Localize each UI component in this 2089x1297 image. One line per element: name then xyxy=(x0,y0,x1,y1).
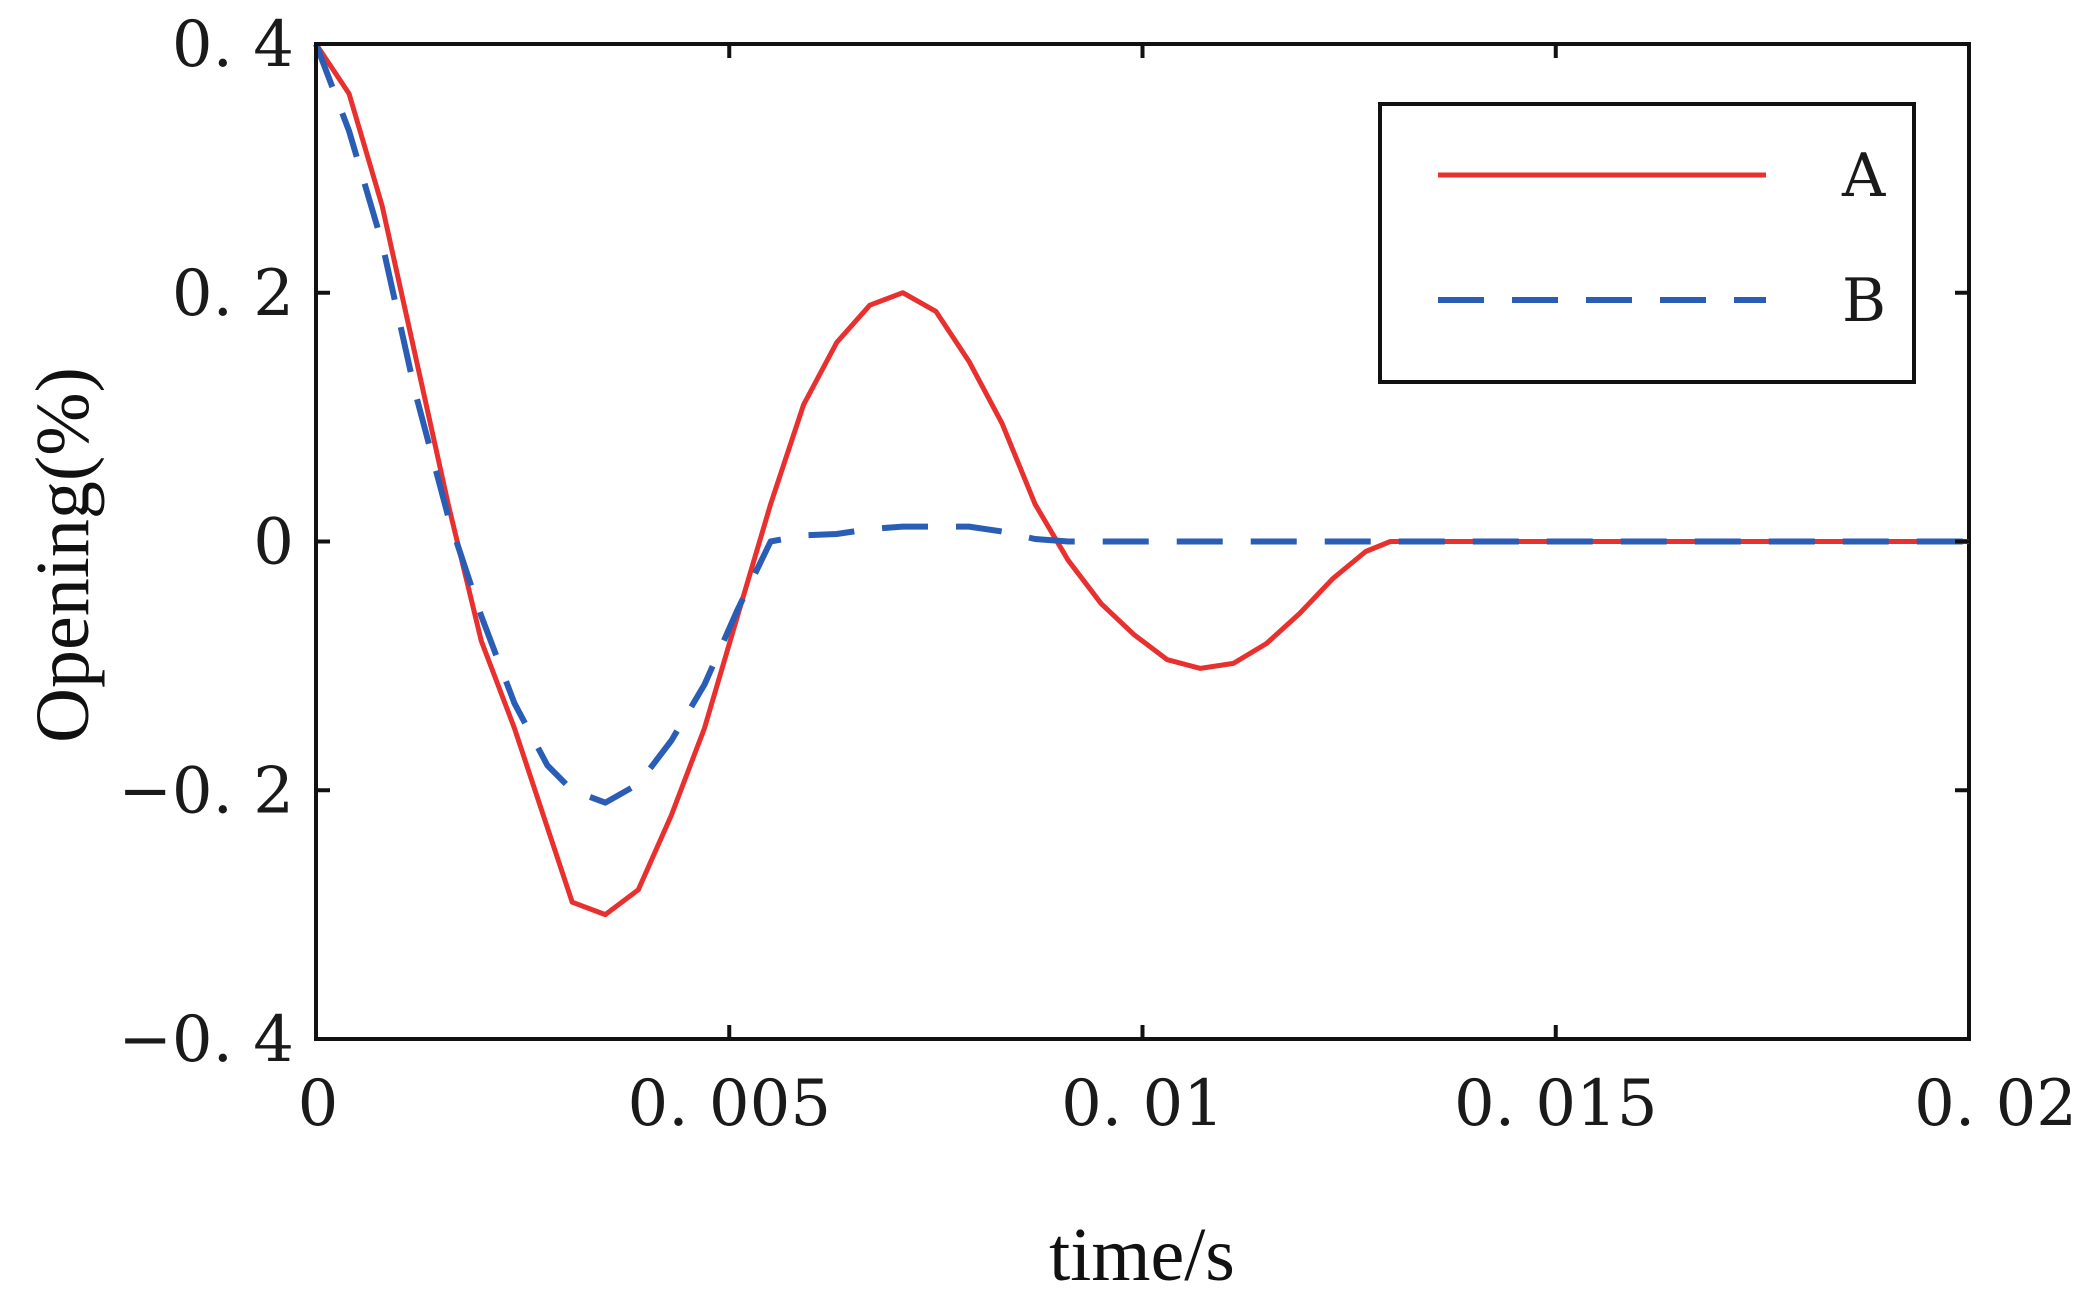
y-tick-label: 0 xyxy=(253,506,294,580)
legend-box xyxy=(1378,102,1916,384)
legend: A B xyxy=(1378,102,1916,384)
y-tick-label: 0. 2 xyxy=(172,257,294,331)
x-tick-label: 0 xyxy=(298,1067,339,1141)
x-tick-label: 0. 01 xyxy=(1061,1067,1224,1141)
x-axis-label: time/s xyxy=(1049,1213,1235,1297)
ticks-layer: 0 0. 005 0. 01 0. 015 0. 02 0. 4 0. 2 0 −0. 2 −0.… xyxy=(118,8,2077,1141)
y-tick-label: −0. 2 xyxy=(118,754,294,828)
series-line-b xyxy=(313,42,1969,806)
y-axis-label: Opening(%) xyxy=(21,367,105,743)
x-tick-label: 0. 005 xyxy=(627,1067,831,1141)
legend-label-b: B xyxy=(1842,266,1886,336)
y-tick-label: −0. 4 xyxy=(118,1003,294,1077)
x-tick-label: 0. 02 xyxy=(1914,1067,2077,1141)
y-tick-label: 0. 4 xyxy=(172,8,294,82)
legend-label-a: A xyxy=(1841,141,1886,211)
x-tick-label: 0. 015 xyxy=(1454,1067,1658,1141)
series-layer xyxy=(313,42,1969,918)
